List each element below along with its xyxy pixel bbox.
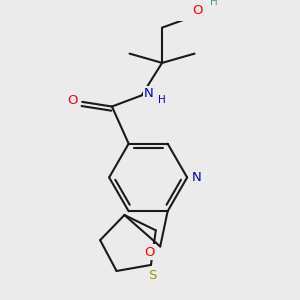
Text: O: O: [68, 94, 78, 106]
Text: S: S: [148, 268, 157, 282]
Text: O: O: [192, 4, 202, 17]
Text: H: H: [210, 0, 218, 7]
Text: N: N: [144, 87, 154, 100]
Text: H: H: [158, 95, 166, 105]
Text: O: O: [144, 246, 154, 259]
Text: N: N: [191, 171, 201, 184]
